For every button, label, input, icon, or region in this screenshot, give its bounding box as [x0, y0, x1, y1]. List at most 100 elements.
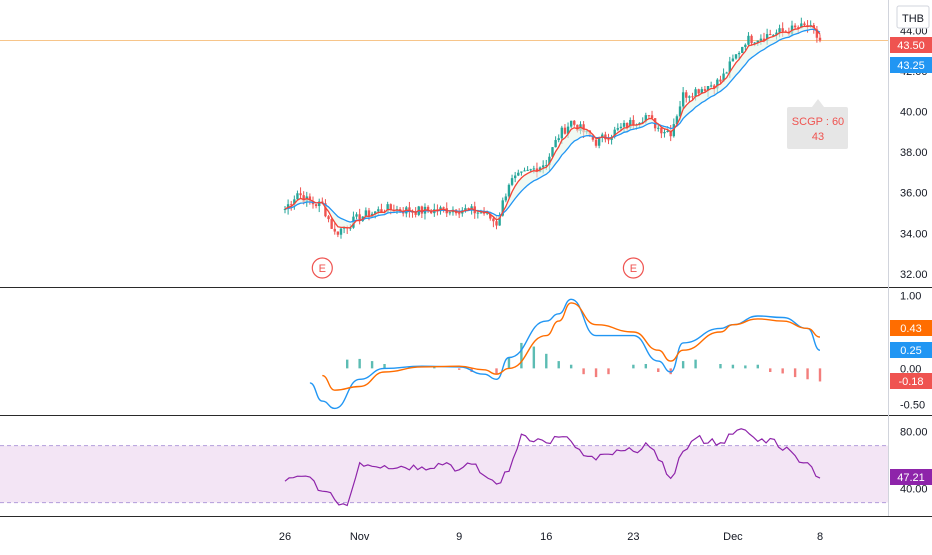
- macd-histogram-bar: [756, 364, 759, 369]
- candle-body: [713, 85, 716, 89]
- candle-body: [389, 204, 392, 210]
- macd-histogram-bar: [731, 364, 735, 369]
- candle-body: [666, 130, 669, 132]
- candle-body: [290, 204, 293, 206]
- candle-body: [411, 211, 414, 213]
- macd-histogram-bar: [383, 364, 386, 369]
- tooltip-arrow: [812, 99, 824, 107]
- macd-histogram-bar: [569, 364, 573, 369]
- candle-body: [286, 204, 290, 210]
- candle-body: [367, 210, 371, 218]
- time-tick-label: Nov: [350, 531, 370, 543]
- candle-body: [672, 124, 676, 137]
- candle-body: [750, 35, 753, 44]
- candle-body: [358, 214, 361, 221]
- macd-histogram-bar: [644, 364, 648, 369]
- macd-histogram-bar: [532, 346, 536, 369]
- badge-macd-line: 0.25: [890, 342, 932, 358]
- candle-body: [501, 200, 504, 216]
- candle-body: [601, 134, 604, 138]
- time-tick-label: 9: [456, 531, 462, 543]
- candle-body: [339, 228, 343, 235]
- macd-histogram-bar: [433, 366, 436, 369]
- rsi-tick-label: 40.00: [900, 483, 928, 495]
- candle-body: [629, 119, 632, 128]
- candle-body: [722, 73, 725, 82]
- candle-body: [414, 211, 417, 215]
- candle-body: [492, 218, 495, 222]
- macd-histogram-bar: [657, 368, 660, 372]
- candle-body: [489, 212, 492, 219]
- ema-fill: [285, 26, 820, 228]
- candle-body: [448, 212, 452, 214]
- rsi-axis[interactable]: 80.00 40.00: [900, 426, 928, 495]
- candle-body: [507, 184, 511, 197]
- candle-body: [685, 92, 688, 98]
- candle-body: [793, 25, 797, 28]
- candle-body: [336, 231, 340, 235]
- candle-body: [526, 169, 529, 171]
- macd-histogram-bar: [744, 365, 747, 369]
- candle-body: [554, 140, 557, 148]
- candle-body: [728, 61, 731, 73]
- macd-histogram-bar: [818, 368, 822, 382]
- candle-body: [697, 89, 700, 94]
- candle-body: [756, 40, 759, 43]
- candle-body: [520, 171, 523, 173]
- macd-histogram-bar: [594, 368, 598, 378]
- candle-body: [744, 44, 747, 47]
- currency-box: [896, 5, 930, 29]
- time-axis[interactable]: 26 Nov 9 16 23 Dec 8: [279, 531, 823, 543]
- candle-body: [778, 28, 781, 33]
- candle-body: [669, 130, 672, 137]
- candle-body: [283, 209, 287, 211]
- macd-histogram-bar: [520, 342, 523, 369]
- event-marker[interactable]: E: [622, 257, 645, 279]
- candle-body: [591, 135, 595, 140]
- candle-body: [476, 212, 480, 214]
- candle-body: [523, 170, 526, 172]
- macd-histogram-bar: [793, 368, 797, 378]
- macd-histogram-bar: [358, 358, 361, 369]
- candle-body: [529, 169, 532, 171]
- tooltip-line-2: 43: [812, 131, 824, 143]
- time-tick-label: 23: [627, 531, 639, 543]
- currency-label[interactable]: THB: [896, 5, 930, 29]
- candle-body: [613, 129, 616, 137]
- time-tick-label: 8: [817, 531, 823, 543]
- candle-body: [420, 206, 424, 214]
- rsi-line: [284, 428, 821, 507]
- event-marker-label: E: [630, 263, 637, 275]
- candle-body: [296, 193, 299, 200]
- price-tick-label: 36.00: [900, 188, 928, 200]
- ema-slow-line: [284, 28, 821, 223]
- candle-body: [545, 165, 548, 167]
- candle-body: [299, 193, 302, 196]
- candle-body: [324, 203, 327, 217]
- candle-body: [753, 42, 756, 44]
- rsi-band: [0, 445, 888, 503]
- candle-body: [657, 127, 660, 129]
- candle-body: [625, 122, 629, 128]
- candle-body: [551, 147, 554, 157]
- candle-body: [355, 214, 358, 217]
- macd-histogram-bar: [346, 359, 349, 369]
- event-marker[interactable]: E: [311, 257, 333, 279]
- candle-body: [622, 122, 626, 127]
- candle-body: [716, 79, 719, 89]
- macd-histogram-bar: [769, 368, 772, 372]
- candle-body: [678, 106, 682, 117]
- macd-tick-label: 1.00: [900, 291, 921, 303]
- macd-tick-label: 0.00: [900, 363, 921, 375]
- candle-body: [647, 115, 651, 117]
- badge-ema: 43.25: [890, 57, 932, 73]
- candle-body: [691, 96, 694, 98]
- badge-ema-text: 43.25: [897, 60, 925, 72]
- candle-body: [769, 34, 772, 36]
- candle-body: [408, 207, 411, 212]
- candle-body: [457, 213, 461, 215]
- candle-body: [333, 228, 336, 232]
- candle-body: [747, 35, 750, 45]
- candle-body: [734, 54, 738, 59]
